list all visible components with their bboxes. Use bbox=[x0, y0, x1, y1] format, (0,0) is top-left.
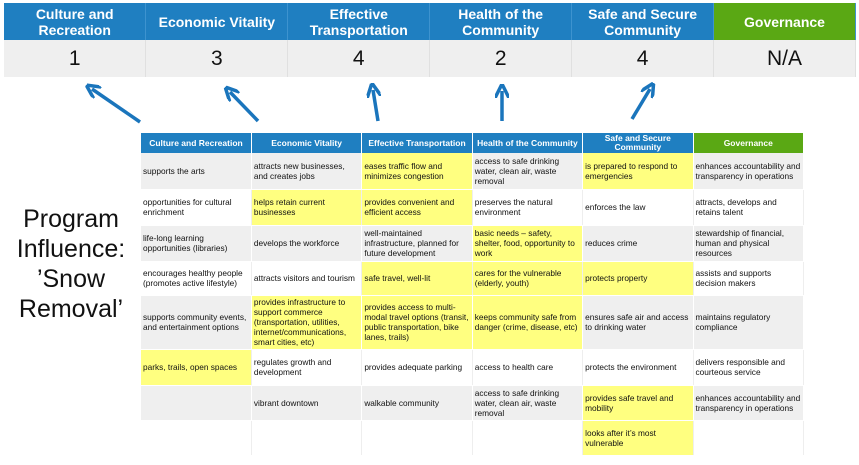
matrix-cell: protects the environment bbox=[582, 349, 694, 386]
score-header: Health of the Community bbox=[429, 3, 573, 40]
arrow-icon bbox=[373, 90, 378, 122]
matrix-header: Health of the Community bbox=[472, 133, 584, 153]
matrix-cell bbox=[472, 420, 584, 456]
matrix-cell: opportunities for cultural enrichment bbox=[141, 189, 252, 226]
table-row: supports the arts attracts new businesses… bbox=[141, 153, 805, 190]
matrix-cell bbox=[693, 420, 805, 456]
matrix-header: Governance bbox=[693, 133, 805, 153]
score-value: 3 bbox=[145, 40, 289, 77]
matrix-cell bbox=[141, 385, 252, 421]
arrow-icon bbox=[92, 89, 141, 124]
arrow-icon bbox=[230, 92, 260, 123]
matrix-cell: looks after it’s most vulnerable bbox=[582, 420, 694, 456]
matrix-cell: develops the workforce bbox=[251, 225, 363, 262]
table-row: looks after it’s most vulnerable bbox=[141, 420, 805, 456]
matrix-cell: provides infrastructure to support comme… bbox=[251, 295, 363, 350]
matrix-cell: attracts, develops and retains talent bbox=[693, 189, 805, 226]
matrix-cell: enhances accountability and transparency… bbox=[693, 153, 805, 190]
table-row: vibrant downtown walkable community access… bbox=[141, 385, 805, 421]
matrix-cell: eases traffic flow and minimizes congest… bbox=[361, 153, 473, 190]
score-value: 1 bbox=[4, 40, 147, 77]
table-row: opportunities for cultural enrichment hel… bbox=[141, 189, 805, 226]
arrow-icon bbox=[630, 89, 650, 120]
matrix-header: Effective Transportation bbox=[361, 133, 473, 153]
matrix-cell: well-maintained infrastructure, planned … bbox=[361, 225, 473, 262]
matrix-cell: preserves the natural environment bbox=[472, 189, 584, 226]
matrix-cell: provides safe travel and mobility bbox=[582, 385, 694, 421]
score-header: Culture and Recreation bbox=[4, 3, 147, 40]
matrix-cell: vibrant downtown bbox=[251, 385, 363, 421]
score-header: Economic Vitality bbox=[145, 3, 289, 40]
matrix-cell: provides access to multi-modal travel op… bbox=[361, 295, 473, 350]
matrix-cell: supports community events, and entertain… bbox=[141, 295, 252, 350]
matrix-cell: parks, trails, open spaces bbox=[141, 349, 252, 386]
score-header: Governance bbox=[713, 3, 856, 40]
matrix-cell: assists and supports decision makers bbox=[693, 261, 805, 296]
matrix-cell: life-long learning opportunities (librar… bbox=[141, 225, 252, 262]
matrix-cell: reduces crime bbox=[582, 225, 694, 262]
matrix-cell: delivers responsible and courteous servi… bbox=[693, 349, 805, 386]
matrix-cell: helps retain current businesses bbox=[251, 189, 363, 226]
score-value: 4 bbox=[571, 40, 715, 77]
matrix-cell: provides convenient and efficient access bbox=[361, 189, 473, 226]
matrix-cell: supports the arts bbox=[141, 153, 252, 190]
matrix-cell: enhances accountability and transparency… bbox=[693, 385, 805, 421]
matrix-cell: basic needs – safety, shelter, food, opp… bbox=[472, 225, 584, 262]
matrix-cell: attracts new businesses, and creates job… bbox=[251, 153, 363, 190]
matrix-cell: access to safe drinking water, clean air… bbox=[472, 153, 584, 190]
matrix-cell: protects property bbox=[582, 261, 694, 296]
matrix-cell: enforces the law bbox=[582, 189, 694, 226]
matrix-cell: keeps community safe from danger (crime,… bbox=[472, 295, 584, 350]
matrix-cell bbox=[361, 420, 473, 456]
matrix-cell: stewardship of financial, human and phys… bbox=[693, 225, 805, 262]
matrix-cell: access to health care bbox=[472, 349, 584, 386]
scores-table: Culture and Recreation Economic Vitality E… bbox=[4, 3, 856, 77]
table-row: parks, trails, open spaces regulates grow… bbox=[141, 349, 805, 386]
matrix-cell: cares for the vulnerable (elderly, youth… bbox=[472, 261, 584, 296]
matrix-cell: access to safe drinking water, clean air… bbox=[472, 385, 584, 421]
matrix-cell: encourages healthy people (promotes acti… bbox=[141, 261, 252, 296]
outcomes-matrix: Culture and Recreation Economic Vitality E… bbox=[141, 133, 805, 456]
matrix-cell bbox=[251, 420, 363, 456]
matrix-cell: is prepared to respond to emergencies bbox=[582, 153, 694, 190]
matrix-cell: maintains regulatory compliance bbox=[693, 295, 805, 350]
matrix-cell: attracts visitors and tourism bbox=[251, 261, 363, 296]
matrix-header: Safe and Secure Community bbox=[582, 133, 694, 153]
matrix-header: Culture and Recreation bbox=[141, 133, 252, 153]
score-header: Safe and Secure Community bbox=[571, 3, 715, 40]
matrix-cell: walkable community bbox=[361, 385, 473, 421]
score-value: 2 bbox=[429, 40, 573, 77]
table-row: life-long learning opportunities (librar… bbox=[141, 225, 805, 262]
table-row: supports community events, and entertain… bbox=[141, 295, 805, 350]
matrix-cell: provides adequate parking bbox=[361, 349, 473, 386]
table-row: encourages healthy people (promotes acti… bbox=[141, 261, 805, 296]
score-header: Effective Transportation bbox=[287, 3, 431, 40]
score-value: N/A bbox=[713, 40, 856, 77]
matrix-cell: ensures safe air and access to drinking … bbox=[582, 295, 694, 350]
program-label: Program Influence: ’Snow Removal’ bbox=[16, 205, 126, 323]
matrix-cell bbox=[141, 420, 252, 456]
matrix-cell: regulates growth and development bbox=[251, 349, 363, 386]
matrix-header: Economic Vitality bbox=[251, 133, 363, 153]
matrix-cell: safe travel, well-lit bbox=[361, 261, 473, 296]
score-value: 4 bbox=[287, 40, 431, 77]
